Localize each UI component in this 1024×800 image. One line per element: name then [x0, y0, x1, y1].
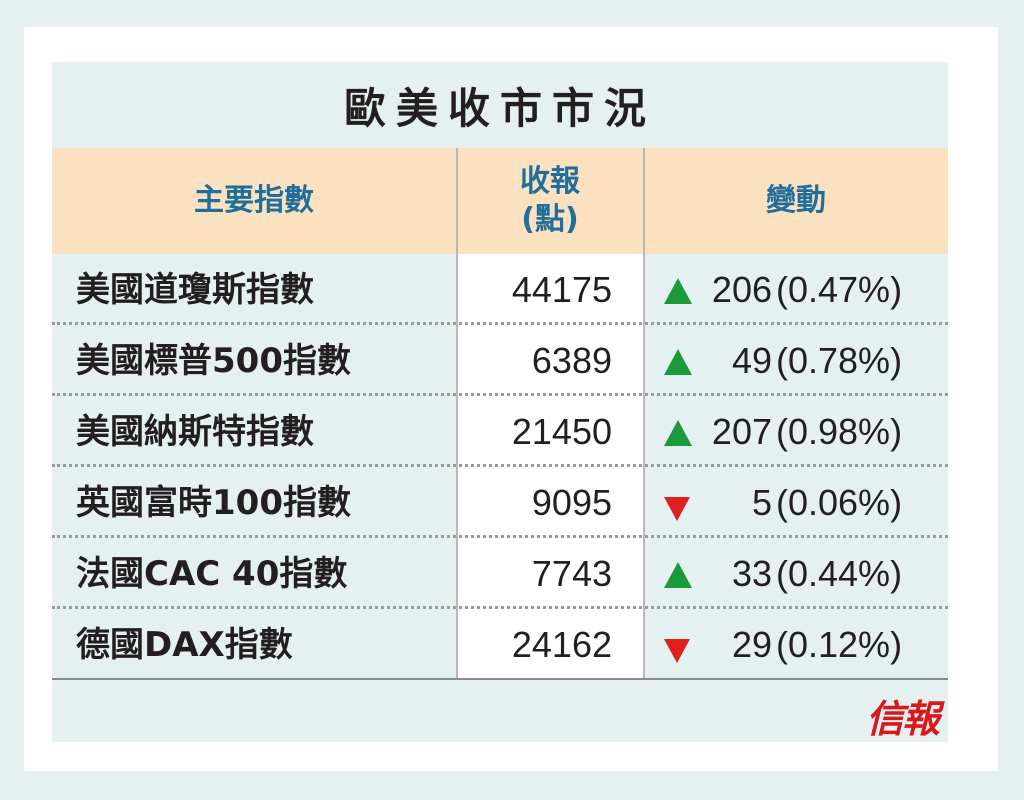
header-index: 主要指數 — [52, 148, 456, 254]
index-name: 美國納斯特指數 — [76, 412, 314, 452]
down-arrow-icon — [664, 639, 690, 663]
table-header: 主要指數 收報 (點) 變動 — [52, 148, 948, 254]
close-value: 21450 — [511, 411, 612, 452]
change-points: 29 — [731, 624, 772, 665]
row-divider — [52, 322, 948, 325]
change-points: 207 — [711, 411, 772, 452]
change-percent: (0.47%) — [776, 269, 903, 310]
close-value: 6389 — [531, 340, 612, 381]
header-change: 變動 — [644, 148, 948, 254]
row-divider — [52, 606, 948, 609]
close-value: 44175 — [511, 269, 612, 310]
change-percent: (0.44%) — [776, 553, 903, 594]
down-arrow-icon — [664, 497, 690, 521]
table-row: 美國納斯特指數 21450 207 (0.98%) — [52, 396, 948, 467]
header-close-label: 收報 — [520, 164, 580, 199]
table-bottom-border — [52, 678, 948, 680]
index-name: 德國DAX指數 — [76, 625, 293, 665]
table-body: 美國道瓊斯指數 44175 206 (0.47%) 美國標普500指數 6389… — [52, 254, 948, 680]
index-name: 英國富時100指數 — [76, 483, 351, 523]
row-divider — [52, 393, 948, 396]
index-name: 法國CAC 40指數 — [76, 554, 348, 594]
table-row: 美國道瓊斯指數 44175 206 (0.47%) — [52, 254, 948, 325]
header-close-unit: (點) — [521, 202, 579, 237]
table-row: 德國DAX指數 24162 29 (0.12%) — [52, 609, 948, 680]
change-points: 33 — [731, 553, 772, 594]
change-percent: (0.06%) — [776, 482, 903, 523]
close-value: 9095 — [531, 482, 612, 523]
column-divider — [643, 148, 645, 678]
change-percent: (0.98%) — [776, 411, 903, 452]
table-title: 歐美收市市況 — [343, 83, 656, 133]
up-arrow-icon — [664, 349, 692, 375]
up-arrow-icon — [664, 420, 692, 446]
header-change-label: 變動 — [766, 183, 826, 218]
change-percent: (0.78%) — [776, 340, 903, 381]
table-row: 英國富時100指數 9095 5 (0.06%) — [52, 467, 948, 538]
change-points: 206 — [711, 269, 772, 310]
change-points: 5 — [751, 482, 772, 523]
close-value: 7743 — [531, 553, 612, 594]
row-divider — [52, 464, 948, 467]
header-index-label: 主要指數 — [194, 183, 314, 218]
publisher-logo: 信報 — [865, 696, 940, 741]
change-percent: (0.12%) — [776, 624, 903, 665]
close-value: 24162 — [511, 624, 612, 665]
up-arrow-icon — [664, 562, 692, 588]
index-name: 美國道瓊斯指數 — [76, 270, 314, 310]
table-row: 法國CAC 40指數 7743 33 (0.44%) — [52, 538, 948, 609]
column-divider — [456, 148, 458, 678]
up-arrow-icon — [664, 278, 692, 304]
header-close: 收報 (點) — [456, 148, 644, 254]
change-points: 49 — [731, 340, 772, 381]
table-row: 美國標普500指數 6389 49 (0.78%) — [52, 325, 948, 396]
index-name: 美國標普500指數 — [76, 341, 351, 381]
row-divider — [52, 535, 948, 538]
